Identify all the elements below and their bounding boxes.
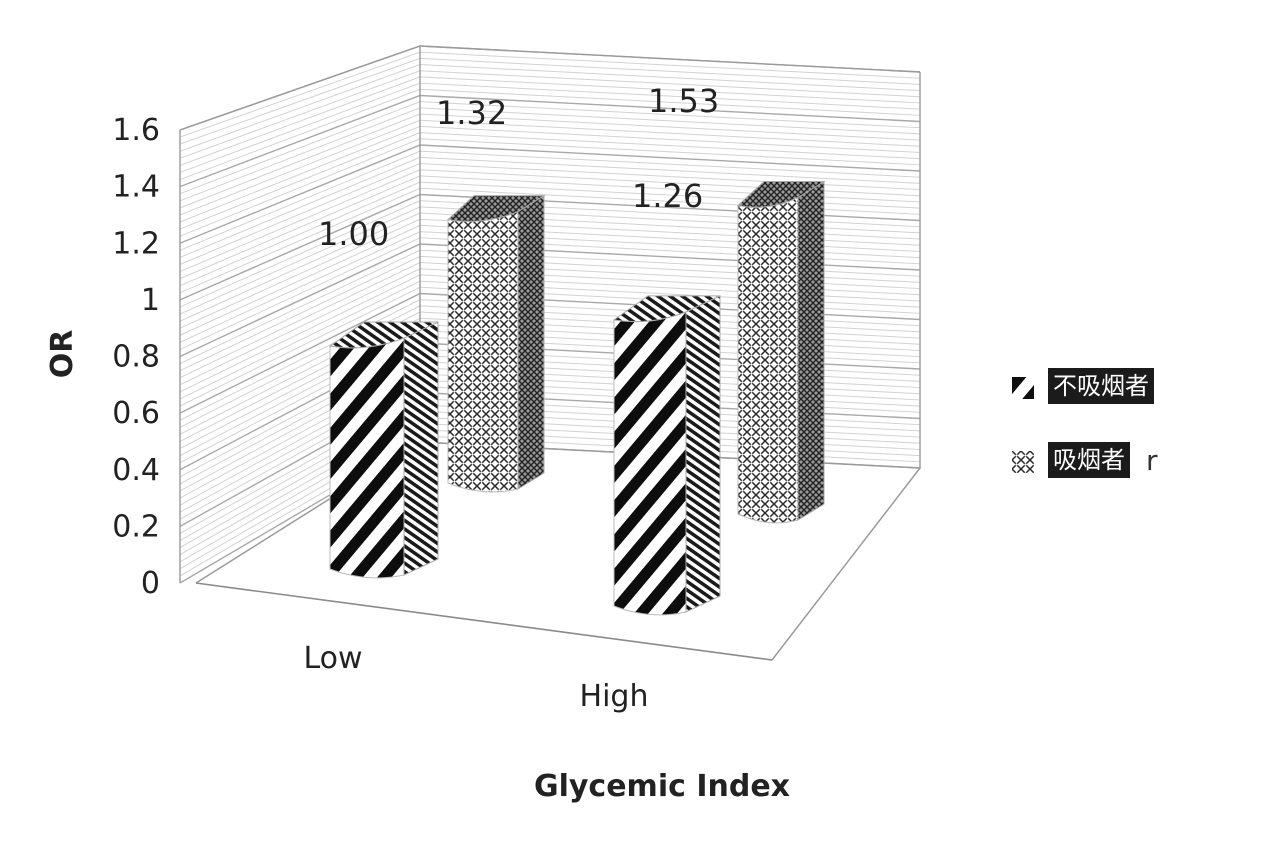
bars <box>328 180 826 616</box>
x-axis-title: Glycemic Index <box>534 769 790 804</box>
bar-side-face <box>517 194 545 490</box>
category-label-high: High <box>580 679 649 714</box>
y-tick-label: 1.2 <box>112 226 160 261</box>
y-tick-label: 0.8 <box>112 340 160 375</box>
legend-label-series-2: 吸烟者 <box>1048 442 1130 478</box>
bar-low-series-2 <box>446 194 546 493</box>
category-labels: Low High <box>303 641 648 714</box>
left-wall-top-edge <box>179 45 421 131</box>
bar-top-face <box>446 195 546 222</box>
data-labels: 1.00 1.26 1.32 1.53 <box>318 82 719 253</box>
y-tick-label: 0 <box>141 566 160 601</box>
data-label-low-series-1: 1.00 <box>318 215 389 253</box>
back-wall-top-edge <box>419 45 921 73</box>
legend-item-series-2: 吸烟者 r <box>1012 442 1212 482</box>
bar-high-series-1 <box>612 295 721 616</box>
bar-high-series-2 <box>736 180 826 524</box>
y-tick-label: 0.2 <box>112 509 160 544</box>
y-axis-title: OR <box>45 330 80 379</box>
bar-side-face <box>797 180 825 521</box>
bar-low-series-1 <box>328 321 439 579</box>
legend: 不吸烟者 吸烟者 r <box>1012 368 1212 516</box>
bar-top-face <box>328 321 439 349</box>
legend-item-series-1: 不吸烟者 <box>1012 368 1212 408</box>
bar-front-face <box>613 311 687 616</box>
legend-trailing-glyph: r <box>1146 444 1158 477</box>
bar-front-face <box>447 210 519 493</box>
y-tick-label: 0.6 <box>112 396 160 431</box>
bar-front-face <box>737 196 799 524</box>
y-tick-labels: 0 0.2 0.4 0.6 0.8 1 1.2 1.4 1.6 <box>112 113 160 601</box>
y-tick-label: 0.4 <box>112 453 160 488</box>
bar-front-face <box>329 337 405 579</box>
data-label-high-series-2: 1.53 <box>648 82 719 120</box>
y-tick-label: 1 <box>141 283 160 318</box>
legend-swatch-stripes <box>1012 377 1034 399</box>
bar-side-face <box>685 295 721 613</box>
bar-top-face <box>612 295 721 323</box>
category-label-low: Low <box>303 641 362 676</box>
legend-swatch-crosshatch <box>1012 451 1034 473</box>
bar-side-face <box>403 321 439 576</box>
data-label-low-series-2: 1.32 <box>436 94 507 132</box>
y-tick-label: 1.6 <box>112 113 160 148</box>
floor-front-edge <box>195 582 773 661</box>
legend-label-series-1: 不吸烟者 <box>1048 368 1154 404</box>
data-label-high-series-1: 1.26 <box>632 177 703 215</box>
bar-top-face <box>736 181 826 208</box>
y-tick-label: 1.4 <box>112 170 160 205</box>
